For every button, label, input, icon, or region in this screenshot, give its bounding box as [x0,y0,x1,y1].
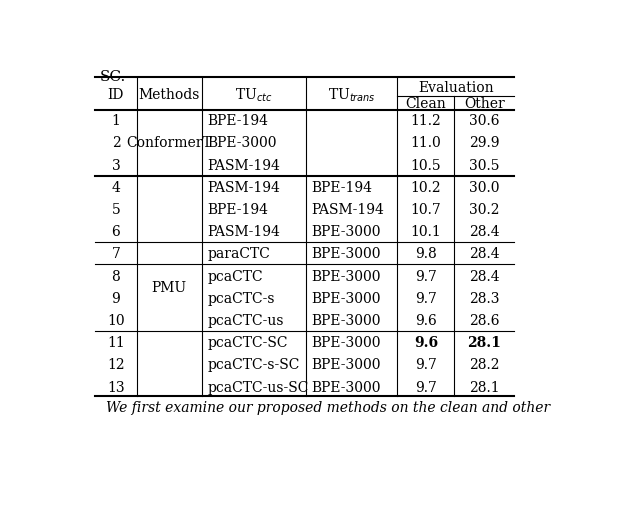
Text: ConformerT: ConformerT [127,136,212,150]
Text: 28.6: 28.6 [469,314,499,327]
Text: 28.2: 28.2 [469,358,499,372]
Text: 11: 11 [107,335,125,349]
Text: pcaCTC-s: pcaCTC-s [207,291,275,305]
Text: PASM-194: PASM-194 [207,225,280,239]
Text: 9: 9 [111,291,120,305]
Text: 9.6: 9.6 [414,335,438,349]
Text: PASM-194: PASM-194 [207,158,280,172]
Text: Evaluation: Evaluation [418,80,493,94]
Text: 9.7: 9.7 [415,269,437,283]
Text: BPE-3000: BPE-3000 [312,314,381,327]
Text: 30.2: 30.2 [469,203,499,217]
Text: BPE-194: BPE-194 [312,180,372,194]
Text: pcaCTC: pcaCTC [207,269,263,283]
Text: 30.0: 30.0 [469,180,499,194]
Text: 10.5: 10.5 [411,158,441,172]
Text: Other: Other [464,97,504,111]
Text: 9.6: 9.6 [415,314,437,327]
Text: 1: 1 [111,114,120,128]
Text: TU$_{ctc}$: TU$_{ctc}$ [235,86,273,104]
Text: 7: 7 [111,247,120,261]
Text: 2: 2 [111,136,120,150]
Text: PASM-194: PASM-194 [207,180,280,194]
Text: BPE-3000: BPE-3000 [312,358,381,372]
Text: Methods: Methods [139,88,200,102]
Text: 9.7: 9.7 [415,380,437,394]
Text: 4: 4 [111,180,120,194]
Text: pcaCTC-s-SC: pcaCTC-s-SC [207,358,300,372]
Text: PASM-194: PASM-194 [312,203,385,217]
Text: BPE-3000: BPE-3000 [312,247,381,261]
Text: 10.1: 10.1 [411,225,442,239]
Text: 28.3: 28.3 [469,291,499,305]
Text: TU$_{trans}$: TU$_{trans}$ [328,86,376,104]
Text: pcaCTC-us: pcaCTC-us [207,314,284,327]
Text: 28.1: 28.1 [467,335,501,349]
Text: paraCTC: paraCTC [207,247,270,261]
Text: 10.7: 10.7 [411,203,442,217]
Text: 28.4: 28.4 [469,269,500,283]
Text: BPE-3000: BPE-3000 [312,291,381,305]
Text: 5: 5 [111,203,120,217]
Text: 28.1: 28.1 [469,380,500,394]
Text: 28.4: 28.4 [469,225,500,239]
Text: We first examine our proposed methods on the clean and other: We first examine our proposed methods on… [106,400,550,414]
Text: 11.2: 11.2 [411,114,442,128]
Text: 8: 8 [111,269,120,283]
Text: 30.5: 30.5 [469,158,499,172]
Text: 10: 10 [107,314,125,327]
Text: 11.0: 11.0 [411,136,442,150]
Text: 30.6: 30.6 [469,114,499,128]
Text: 13: 13 [107,380,125,394]
Text: 10.2: 10.2 [411,180,441,194]
Text: ID: ID [108,88,124,102]
Text: BPE-3000: BPE-3000 [312,380,381,394]
Text: SC.: SC. [100,70,126,84]
Text: pcaCTC-us-SC: pcaCTC-us-SC [207,380,309,394]
Text: 9.7: 9.7 [415,358,437,372]
Text: BPE-3000: BPE-3000 [312,225,381,239]
Text: BPE-3000: BPE-3000 [207,136,277,150]
Text: 29.9: 29.9 [469,136,499,150]
Text: Clean: Clean [406,97,446,111]
Text: BPE-3000: BPE-3000 [312,335,381,349]
Text: 9.8: 9.8 [415,247,437,261]
Text: BPE-194: BPE-194 [207,114,268,128]
Text: BPE-3000: BPE-3000 [312,269,381,283]
Text: 6: 6 [111,225,120,239]
Text: 28.4: 28.4 [469,247,500,261]
Text: 9.7: 9.7 [415,291,437,305]
Text: pcaCTC-SC: pcaCTC-SC [207,335,288,349]
Text: 3: 3 [111,158,120,172]
Text: 12: 12 [107,358,125,372]
Text: PMU: PMU [152,280,187,294]
Text: BPE-194: BPE-194 [207,203,268,217]
